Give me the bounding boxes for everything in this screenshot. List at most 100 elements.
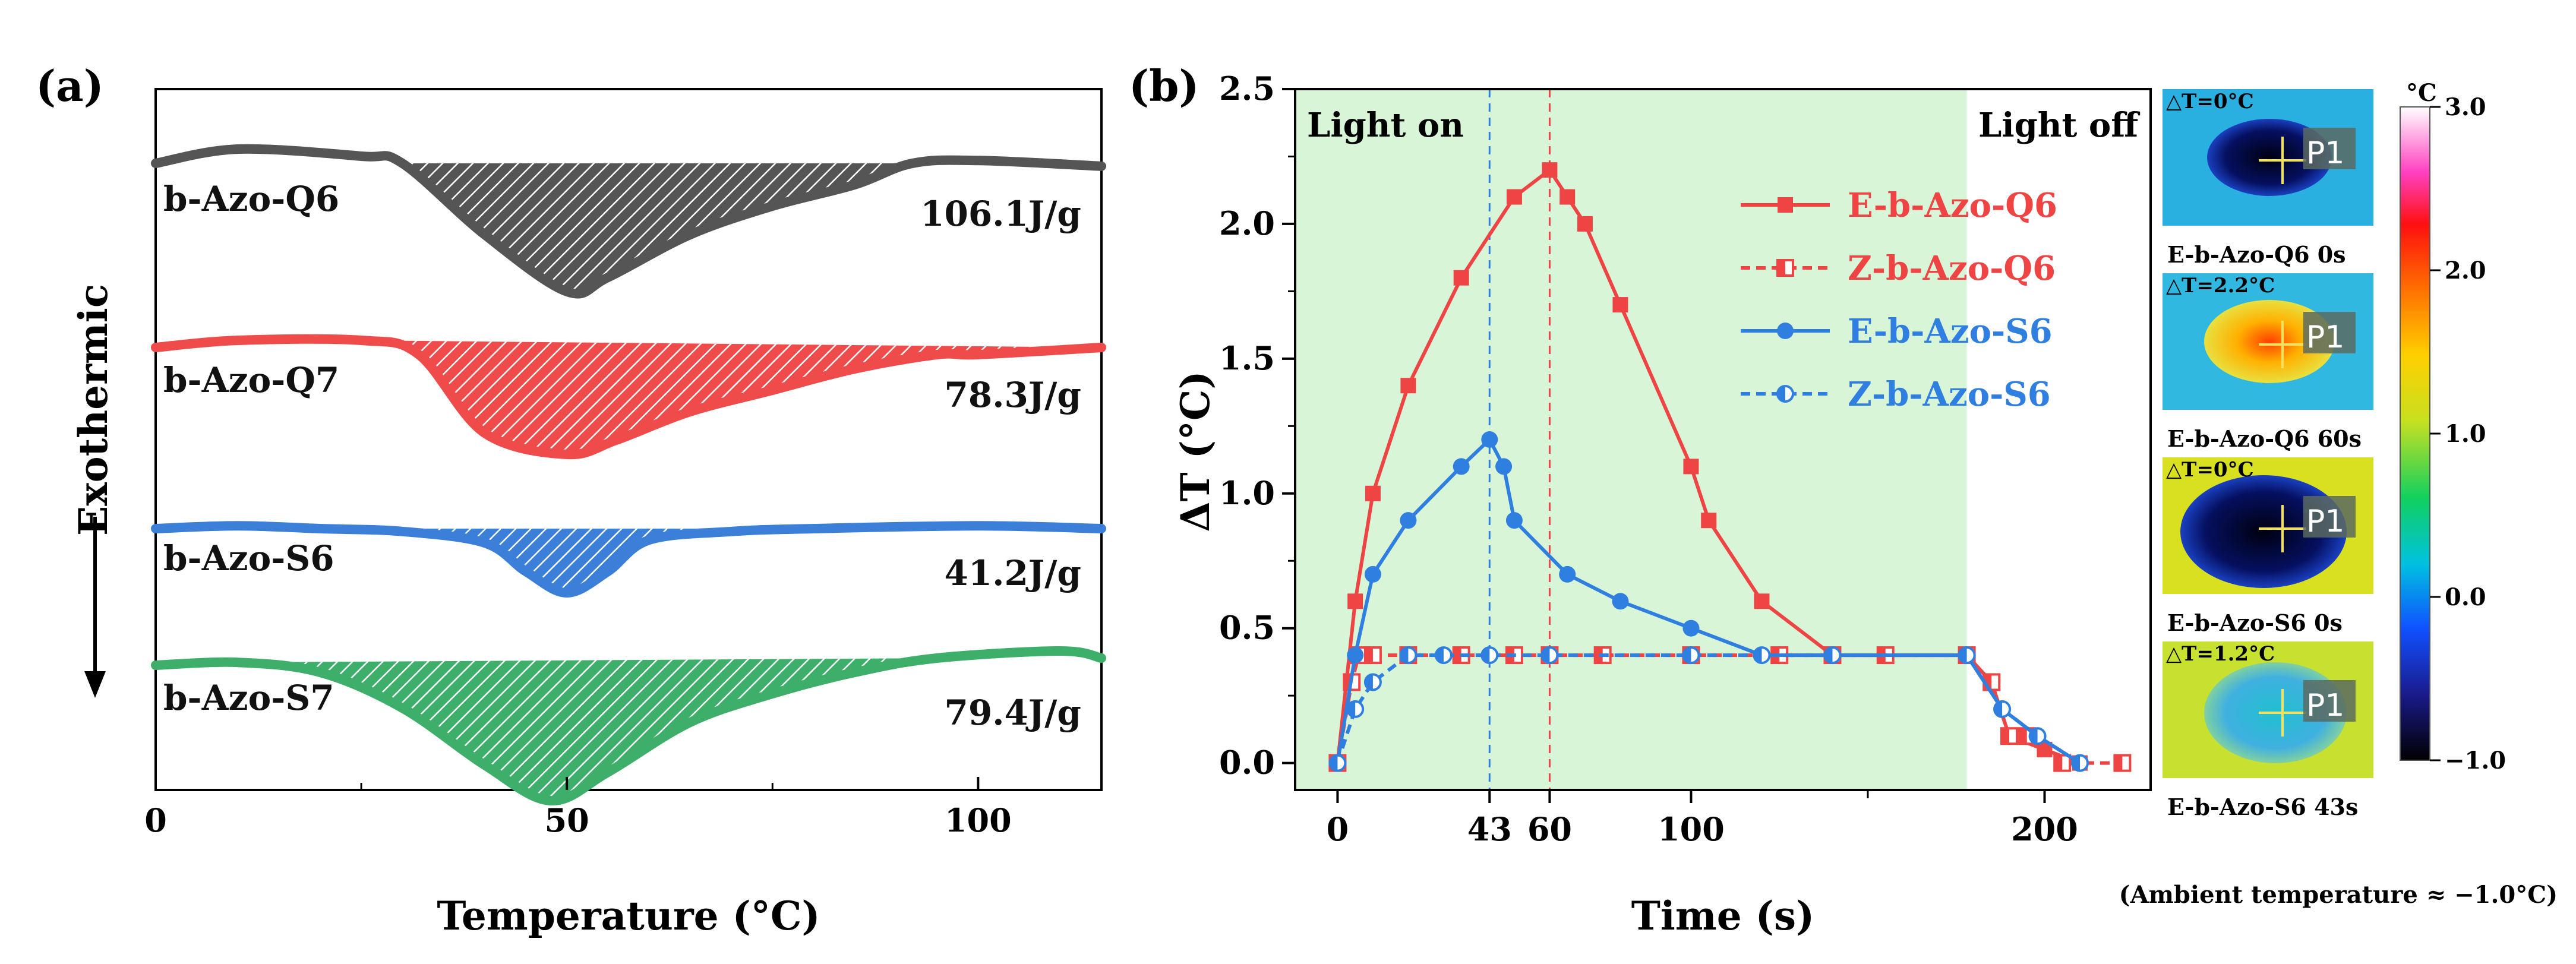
colorbar-tick-label: −1.0 <box>2445 747 2506 775</box>
p1-box <box>2303 680 2356 722</box>
panel-b-xtick-label: 60 <box>1527 810 1572 848</box>
p1-marker-label: P1 <box>2306 135 2344 171</box>
marker <box>1400 512 1417 529</box>
curve-name-label: b-Azo-Q7 <box>163 360 339 400</box>
curve-name-label: b-Azo-Q6 <box>163 179 339 219</box>
p1-marker-label: P1 <box>2306 504 2344 539</box>
region-light-on <box>1295 89 1967 790</box>
panel-a-xtick-label: 100 <box>945 801 1012 839</box>
marker <box>1754 593 1770 609</box>
panel-b-xtick-label: 43 <box>1467 810 1512 848</box>
region-light-on-label: Light on <box>1307 106 1464 145</box>
marker <box>1542 162 1558 178</box>
marker <box>1495 458 1513 475</box>
marker <box>1683 459 1699 475</box>
panel-b-ylabel: ΔT (°C) <box>1172 371 1218 532</box>
enthalpy-label: 41.2J/g <box>945 553 1081 593</box>
region-light-off <box>1966 89 2151 790</box>
thermal-blob <box>2207 119 2332 196</box>
colorbar-tick-label: 1.0 <box>2445 420 2486 448</box>
thermal-image: P1 △T=1.2°C E-b-Azo-S6 43s <box>2163 641 2373 820</box>
panel-b-frame <box>1294 88 2152 791</box>
panel-b-ytick-label: 2.5 <box>1219 69 1275 108</box>
ambient-footnote: (Ambient temperature ≈ −1.0°C) <box>2119 881 2558 909</box>
dsc-curve-b-Azo-Q7 <box>151 334 1106 460</box>
thermal-blob <box>2204 300 2335 383</box>
marker <box>1682 620 1700 637</box>
colorbar-unit: °C <box>2406 79 2437 107</box>
dsc-curve-b-Azo-S6 <box>151 521 1106 598</box>
panel-b-ytick-label: 0.0 <box>1219 744 1275 782</box>
panel-a-xlabel: Temperature (°C) <box>437 893 820 939</box>
curve-name-label: b-Azo-S7 <box>163 678 334 718</box>
panel-b-legend: E-b-Azo-Q6 Z-b-Azo-Q6 E-b-Azo-S6 Z-b-Azo-S6 <box>1741 186 2057 414</box>
dsc-hatch-b-Azo-Q6 <box>402 163 913 294</box>
delta-t-label: △T=0°C <box>2166 458 2254 482</box>
marker <box>1505 512 1523 529</box>
marker <box>1506 189 1522 205</box>
panel-b-ytick-label: 1.0 <box>1219 474 1275 512</box>
marker <box>1365 485 1381 501</box>
panel-b-label: (b) <box>1129 61 1199 111</box>
p1-marker-label: P1 <box>2306 688 2344 723</box>
dsc-hatch-b-Azo-S6 <box>320 529 814 593</box>
series-Z-b-Azo-S6 <box>1328 646 2089 772</box>
dsc-curve-b-Azo-Q6 <box>151 144 1106 299</box>
panel-a-xtick-label: 0 <box>144 801 167 839</box>
marker <box>1778 197 1793 213</box>
panel-b-ytick-label: 1.5 <box>1219 339 1275 377</box>
colorbar-gradient <box>2400 106 2430 761</box>
panel-b-ytick-label: 0.5 <box>1219 609 1275 647</box>
p1-box <box>2303 312 2356 353</box>
panel-a-frame <box>154 88 1103 791</box>
marker <box>1777 323 1794 339</box>
p1-box <box>2303 128 2356 169</box>
delta-t-label: △T=0°C <box>2166 90 2254 113</box>
marker <box>1347 647 1364 664</box>
marker <box>1559 565 1576 583</box>
region-light-off-label: Light off <box>1978 106 2140 145</box>
marker <box>1400 378 1416 394</box>
panel-b-plot: 0 43 60 100 200 0.0 0.5 1.0 1.5 2.0 2.5 Light on L… <box>1219 69 2152 848</box>
p1-marker-label: P1 <box>2306 320 2344 355</box>
thermal-caption: E-b-Azo-S6 0s <box>2167 609 2343 636</box>
thermal-image: P1 △T=0°C E-b-Azo-Q6 0s <box>2163 89 2373 268</box>
marker <box>1453 458 1470 475</box>
delta-t-label: △T=1.2°C <box>2166 642 2275 666</box>
enthalpy-label: 78.3J/g <box>945 375 1081 415</box>
thermal-images: P1 △T=0°C E-b-Azo-Q6 0s P1 △T=2.2°C E-b-Azo-Q… <box>2163 89 2373 820</box>
colorbar: °C 3.0 2.0 1.0 0.0 −1.0 <box>2400 79 2506 775</box>
panel-a-ylabel: Exothermic <box>70 284 116 536</box>
panel-b-xlabel: Time (s) <box>1631 893 1815 939</box>
legend-label: E-b-Azo-S6 <box>1848 312 2053 351</box>
thermal-image: P1 △T=0°C E-b-Azo-S6 0s <box>2163 457 2373 636</box>
p1-box <box>2303 496 2356 538</box>
thermal-caption: E-b-Azo-Q6 60s <box>2167 425 2362 452</box>
marker <box>1577 216 1593 232</box>
colorbar-tick-label: 3.0 <box>2445 93 2486 121</box>
thermal-image: P1 △T=2.2°C E-b-Azo-Q6 60s <box>2163 273 2373 452</box>
panel-b-xtick-label: 200 <box>2011 810 2078 848</box>
legend-label: E-b-Azo-Q6 <box>1848 186 2057 225</box>
exothermic-arrow <box>84 517 106 698</box>
panel-a-xtick-label: 50 <box>545 801 589 839</box>
marker <box>1701 513 1717 529</box>
thermal-caption: E-b-Azo-S6 43s <box>2167 794 2358 820</box>
colorbar-tick-label: 2.0 <box>2445 257 2486 285</box>
legend-label: Z-b-Azo-Q6 <box>1848 249 2056 288</box>
enthalpy-label: 79.4J/g <box>945 693 1081 733</box>
thermal-caption: E-b-Azo-Q6 0s <box>2167 241 2346 268</box>
dsc-curve-b-Azo-S7 <box>151 646 1106 806</box>
curve-name-label: b-Azo-S6 <box>163 538 334 579</box>
colorbar-tick-label: 0.0 <box>2445 583 2486 611</box>
marker <box>1364 565 1381 583</box>
panel-b-ytick-label: 2.0 <box>1219 204 1275 242</box>
panel-a-plot: b-Azo-Q6 106.1J/g b-Azo-Q7 78.3J/g b-Azo-S6 4… <box>144 88 1106 839</box>
delta-t-label: △T=2.2°C <box>2166 274 2275 298</box>
marker <box>1612 593 1629 610</box>
marker <box>1481 431 1498 448</box>
marker <box>1347 593 1363 609</box>
series-Z-b-Azo-Q6 <box>1328 646 2132 772</box>
marker <box>1612 297 1628 313</box>
